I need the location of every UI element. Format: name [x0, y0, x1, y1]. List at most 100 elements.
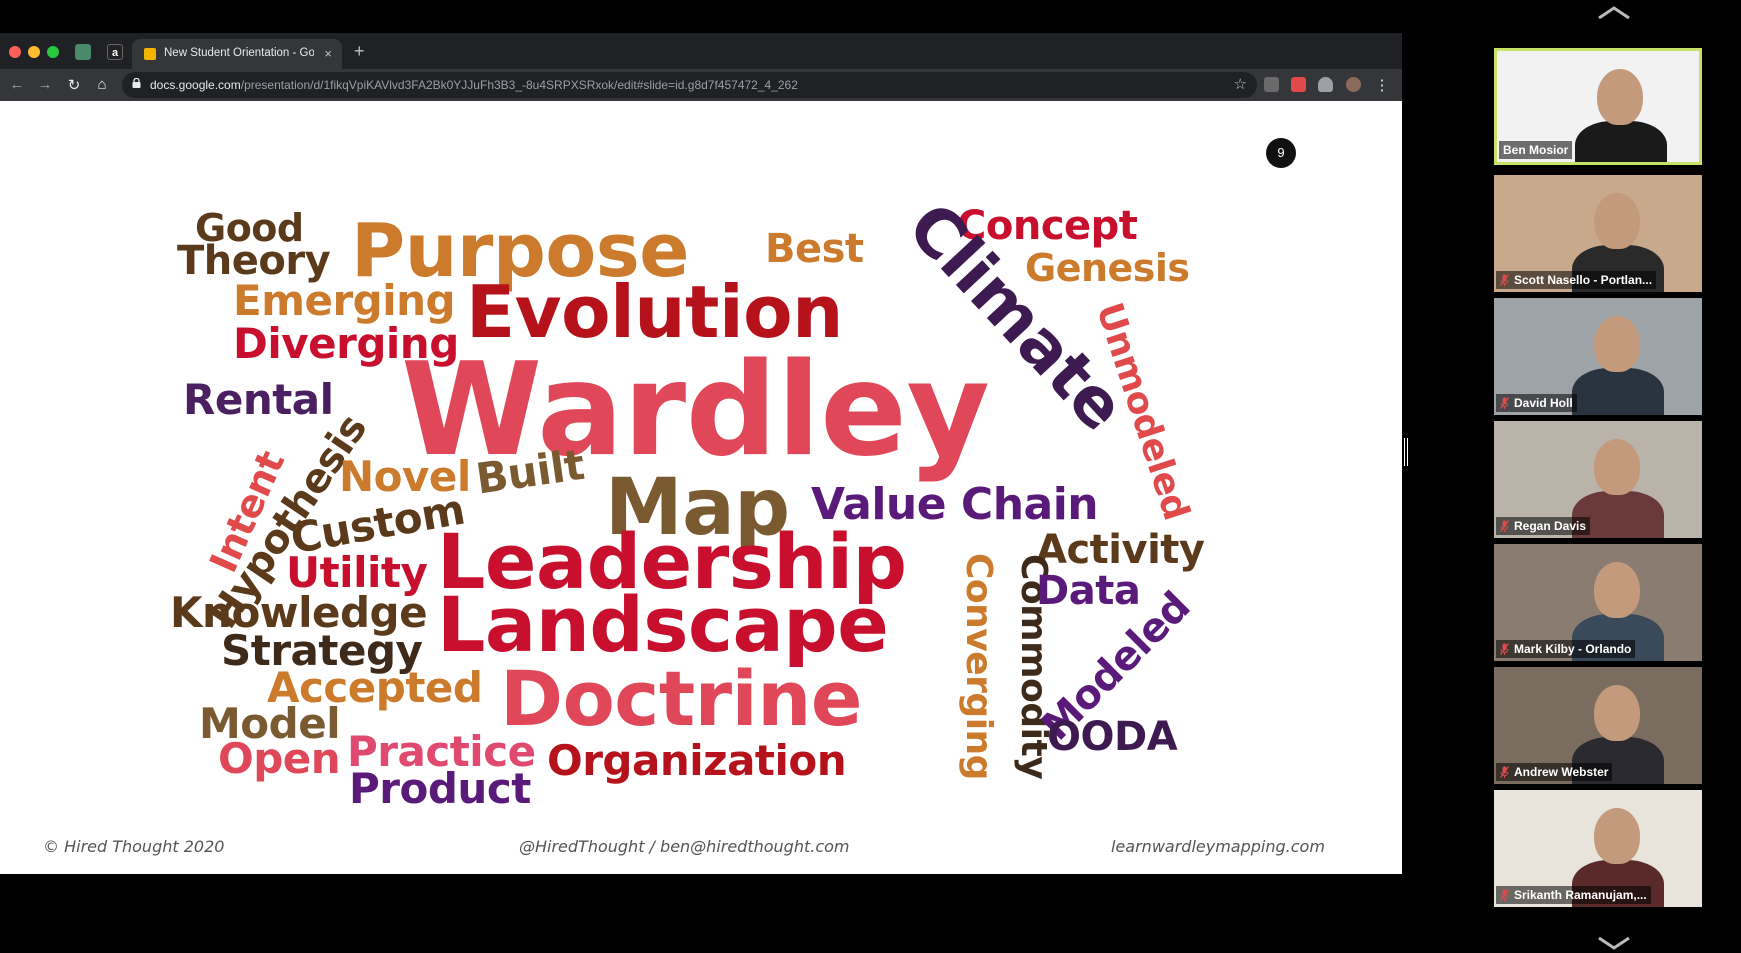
pinned-tab-amazon[interactable]: a [107, 44, 123, 60]
word-activity: Activity [1036, 527, 1205, 573]
participant-face [1594, 685, 1640, 741]
participant-video-tile[interactable]: Scott Nasello - Portlan... [1494, 175, 1702, 292]
address-bar[interactable]: docs.google.com/presentation/d/1fikqVpiK… [122, 72, 1257, 98]
browser-window: a New Student Orientation - Goo × + ← → … [0, 33, 1402, 874]
participant-face [1594, 316, 1640, 372]
word-value-chain: Value Chain [811, 479, 1099, 530]
participant-face [1594, 562, 1640, 618]
close-window-button[interactable] [9, 46, 21, 58]
browser-toolbar: ← → ↻ ⌂ docs.google.com/presentation/d/1… [0, 69, 1402, 101]
home-icon[interactable]: ⌂ [97, 76, 107, 93]
participant-face [1594, 193, 1640, 249]
participant-face [1594, 808, 1640, 864]
extension-shield-icon[interactable] [1264, 77, 1279, 92]
word-doctrine: Doctrine [500, 654, 862, 743]
participant-name-label: Srikanth Ramanujam,... [1496, 886, 1651, 904]
participant-name-label: Mark Kilby - Orlando [1496, 640, 1636, 658]
word-knowledge: Knowledge [170, 588, 428, 637]
extensions-puzzle-icon[interactable] [1318, 77, 1333, 92]
word-theory: Theory [177, 238, 331, 284]
word-diverging: Diverging [233, 319, 459, 368]
url-domain: docs.google.com [150, 78, 241, 92]
url-path: /presentation/d/1fikqVpiKAVlvd3FA2Bk0YJJ… [240, 78, 798, 92]
participant-body [1572, 368, 1664, 415]
bookmark-star-icon[interactable]: ☆ [1233, 76, 1247, 93]
browser-menu-icon[interactable]: ⋮ [1374, 77, 1390, 94]
word-converging: Converging [958, 553, 999, 780]
word-accepted: Accepted [267, 663, 483, 712]
mic-muted-icon [1500, 643, 1509, 655]
participant-name: Scott Nasello - Portlan... [1514, 273, 1653, 287]
tab-bar: a New Student Orientation - Goo × + [0, 33, 1402, 69]
word-concept: Concept [957, 203, 1138, 249]
participant-name: David Holl [1514, 396, 1573, 410]
participant-name: Srikanth Ramanujam,... [1514, 888, 1647, 902]
word-model: Model [199, 699, 341, 748]
word-wardley: Wardley [401, 336, 990, 485]
url-text: docs.google.com/presentation/d/1fikqVpiK… [150, 78, 798, 92]
word-strategy: Strategy [221, 626, 423, 675]
participant-body [1575, 121, 1667, 162]
word-leadership: Leadership [437, 517, 907, 606]
panel-resize-handle[interactable] [1404, 438, 1408, 466]
maximize-window-button[interactable] [47, 46, 59, 58]
participant-name: Regan Davis [1514, 519, 1587, 533]
new-tab-button[interactable]: + [354, 41, 365, 61]
participant-video-tile[interactable]: Andrew Webster [1494, 667, 1702, 784]
word-best: Best [765, 226, 864, 272]
participant-name-label: Andrew Webster [1496, 763, 1613, 781]
participant-name: Mark Kilby - Orlando [1514, 642, 1632, 656]
word-genesis: Genesis [1025, 246, 1190, 290]
google-slides-icon [144, 48, 156, 60]
slide-page-number: 9 [1266, 138, 1296, 168]
minimize-window-button[interactable] [28, 46, 40, 58]
footer-website: learnwardleymapping.com [1111, 837, 1325, 856]
mic-muted-icon [1500, 766, 1509, 778]
word-data: Data [1036, 568, 1141, 614]
word-evolution: Evolution [466, 270, 843, 354]
participant-name: Ben Mosior [1503, 143, 1569, 157]
word-purpose: Purpose [351, 208, 689, 294]
word-open: Open [218, 734, 341, 783]
participant-video-tile[interactable]: Regan Davis [1494, 421, 1702, 538]
participant-video-tile[interactable]: Srikanth Ramanujam,... [1494, 790, 1702, 907]
profile-avatar[interactable] [1346, 77, 1361, 92]
back-icon[interactable]: ← [9, 76, 25, 93]
reload-icon[interactable]: ↻ [67, 77, 81, 94]
word-utility: Utility [286, 548, 428, 597]
pinned-tab-1[interactable] [75, 44, 91, 60]
tab-title: New Student Orientation - Goo [164, 47, 314, 59]
footer-contact: @HiredThought / ben@hiredthought.com [519, 837, 850, 856]
participant-video-tile[interactable]: Mark Kilby - Orlando [1494, 544, 1702, 661]
participant-video-tile[interactable]: Ben Mosior [1494, 48, 1702, 165]
word-map: Map [605, 463, 790, 553]
mic-muted-icon [1500, 889, 1509, 901]
tab-google-slides[interactable]: New Student Orientation - Goo × [132, 39, 342, 69]
participant-face [1594, 439, 1640, 495]
participant-video-tile[interactable]: David Holl [1494, 298, 1702, 415]
word-ooda: OODA [1047, 714, 1178, 760]
mic-muted-icon [1500, 274, 1509, 286]
word-novel: Novel [339, 452, 471, 501]
footer-copyright: © Hired Thought 2020 [43, 837, 225, 856]
participant-face [1597, 69, 1643, 125]
participant-name-label: Regan Davis [1496, 517, 1591, 535]
word-good: Good [195, 206, 304, 250]
word-emerging: Emerging [233, 276, 456, 325]
lock-icon [132, 78, 141, 88]
extension-todoist-icon[interactable] [1291, 77, 1306, 92]
forward-icon[interactable]: → [37, 76, 53, 93]
word-rental: Rental [183, 375, 334, 424]
participant-name-label: Ben Mosior [1499, 141, 1573, 159]
participant-name-label: Scott Nasello - Portlan... [1496, 271, 1657, 289]
scroll-down-chevron-icon[interactable] [1597, 936, 1631, 950]
participant-name-label: David Holl [1496, 394, 1577, 412]
word-product: Product [349, 764, 531, 813]
word-practice: Practice [347, 727, 536, 776]
tab-close-icon[interactable]: × [324, 46, 332, 61]
scroll-up-chevron-icon[interactable] [1597, 6, 1631, 20]
participants-panel: Ben Mosior Scott Nasello - Portlan... Davi… [1480, 0, 1741, 953]
word-landscape: Landscape [437, 580, 889, 669]
participant-name: Andrew Webster [1514, 765, 1609, 779]
